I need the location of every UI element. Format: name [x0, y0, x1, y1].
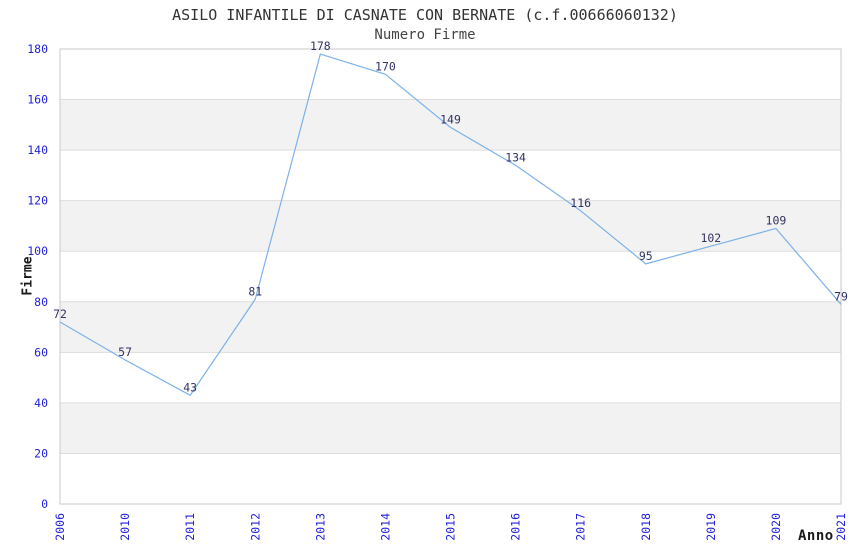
x-tick-label: 2012 — [248, 513, 262, 541]
x-tick-label: 2006 — [53, 513, 67, 541]
y-tick-label: 20 — [34, 446, 48, 460]
y-tick-label: 0 — [41, 497, 48, 511]
y-tick-labels: 0 20 40 60 80 100 120 140 160 180 — [27, 42, 48, 511]
value-labels: 72 57 43 81 178 170 149 134 116 95 102 109 79 — [53, 39, 848, 394]
series-line — [59, 53, 842, 396]
plot-bands — [60, 99, 841, 454]
chart-title: ASILO INFANTILE DI CASNATE CON BERNATE (… — [172, 6, 678, 24]
y-tick-label: 120 — [27, 194, 48, 208]
chart-subtitle: Numero Firme — [374, 27, 476, 43]
x-tick-label: 2015 — [444, 513, 458, 541]
x-tick-label: 2020 — [769, 513, 783, 541]
x-tick-label: 2017 — [574, 513, 588, 541]
y-tick-label: 180 — [27, 42, 48, 56]
y-tick-label: 100 — [27, 244, 48, 258]
value-label: 149 — [440, 112, 461, 126]
value-label: 170 — [375, 59, 396, 73]
y-tick-label: 60 — [34, 345, 48, 359]
x-tick-label: 2013 — [313, 513, 327, 541]
x-tick-label: 2018 — [639, 513, 653, 541]
value-label: 95 — [639, 249, 653, 263]
value-label: 79 — [834, 289, 848, 303]
y-tick-label: 160 — [27, 93, 48, 107]
x-tick-label: 2016 — [509, 513, 523, 541]
y-tick-label: 40 — [34, 396, 48, 410]
value-label: 109 — [766, 213, 787, 227]
x-tick-label: 2014 — [378, 513, 392, 541]
value-label: 102 — [700, 231, 721, 245]
value-label: 178 — [310, 39, 331, 53]
x-tick-label: 2019 — [704, 513, 718, 541]
plot-border — [59, 48, 842, 505]
x-tick-label: 2021 — [834, 513, 848, 541]
x-tick-label: 2010 — [118, 513, 132, 541]
x-axis-title: Anno — [798, 528, 834, 544]
value-label: 81 — [248, 284, 262, 298]
value-label: 43 — [183, 380, 197, 394]
x-tick-labels: 2006 2010 2011 2012 2013 2014 2015 2016 2017 2018… — [53, 513, 848, 541]
value-label: 134 — [505, 150, 526, 164]
x-tick-label: 2011 — [183, 513, 197, 541]
y-tick-label: 80 — [34, 295, 48, 309]
value-label: 72 — [53, 307, 67, 321]
grid-lines — [60, 99, 841, 454]
y-tick-label: 140 — [27, 143, 48, 157]
value-label: 57 — [118, 345, 132, 359]
value-label: 116 — [570, 196, 591, 210]
